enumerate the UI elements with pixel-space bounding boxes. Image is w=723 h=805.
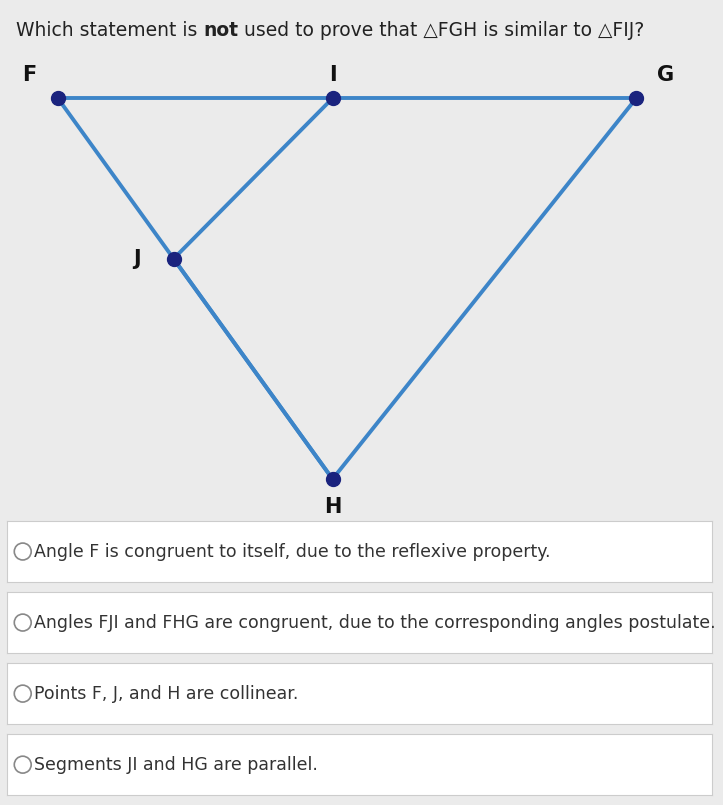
Text: J: J [134, 249, 141, 269]
Text: Segments JI and HG are parallel.: Segments JI and HG are parallel. [34, 756, 318, 774]
Point [327, 473, 338, 485]
Point [327, 92, 338, 105]
Text: not: not [203, 21, 239, 40]
Ellipse shape [14, 614, 31, 631]
Ellipse shape [14, 756, 31, 773]
Ellipse shape [14, 685, 31, 702]
Point [630, 92, 642, 105]
Text: F: F [22, 65, 36, 85]
Text: G: G [656, 65, 674, 85]
Text: Points F, J, and H are collinear.: Points F, J, and H are collinear. [34, 684, 299, 703]
Text: I: I [329, 65, 336, 85]
Text: Which statement is: Which statement is [16, 21, 203, 40]
Text: used to prove that △FGH is similar to △FIJ?: used to prove that △FGH is similar to △F… [239, 21, 644, 40]
Text: Angle F is congruent to itself, due to the reflexive property.: Angle F is congruent to itself, due to t… [34, 543, 550, 560]
Ellipse shape [14, 543, 31, 560]
Point [168, 253, 179, 266]
Text: Angles FJI and FHG are congruent, due to the corresponding angles postulate.: Angles FJI and FHG are congruent, due to… [34, 613, 716, 632]
Text: H: H [324, 497, 341, 517]
Point [52, 92, 64, 105]
